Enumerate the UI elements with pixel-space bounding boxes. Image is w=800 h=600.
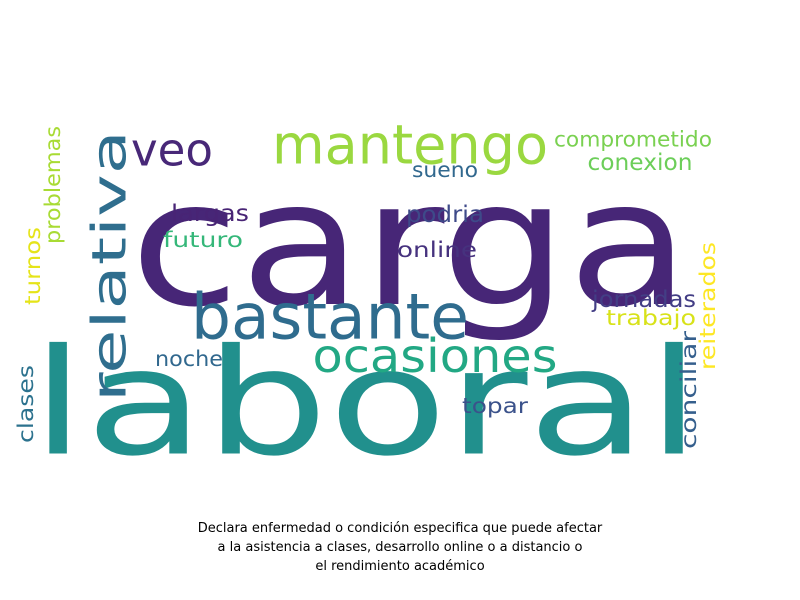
word-conciliar: conciliar bbox=[677, 331, 701, 449]
word-futuro: futuro bbox=[163, 228, 243, 252]
word-laboral: laboral bbox=[31, 318, 701, 489]
word-sueno: sueno bbox=[412, 158, 478, 182]
caption-line-3: el rendimiento académico bbox=[315, 559, 485, 574]
word-comprometido: comprometido bbox=[554, 128, 712, 153]
word-conexion: conexion bbox=[588, 150, 693, 176]
word-topar: topar bbox=[462, 394, 528, 418]
word-jornadas: jornadas bbox=[591, 287, 696, 313]
word-relativa: relativa bbox=[83, 130, 138, 402]
word-veo: veo bbox=[131, 124, 213, 177]
word-reiterados: reiterados bbox=[696, 242, 720, 370]
word-clases: clases bbox=[14, 365, 38, 443]
word-podria: podria bbox=[406, 202, 484, 228]
word-largas: largas bbox=[171, 201, 249, 227]
caption-line-1: Declara enfermedad o condición especific… bbox=[197, 521, 603, 536]
word-problemas: problemas bbox=[41, 126, 65, 244]
word-trabajo: trabajo bbox=[606, 306, 696, 330]
word-noche: noche bbox=[155, 347, 223, 371]
figure-caption: Declara enfermedad o condición especific… bbox=[150, 519, 650, 576]
word-ocasiones: ocasiones bbox=[313, 329, 558, 383]
caption-line-2: a la asistencia a clases, desarrollo onl… bbox=[217, 540, 583, 555]
word-mantengo: mantengo bbox=[272, 114, 548, 177]
word-carga: carga bbox=[130, 143, 690, 345]
word-turnos: turnos bbox=[21, 227, 45, 305]
word-online: online bbox=[397, 238, 477, 262]
word-bastante: bastante bbox=[191, 281, 469, 354]
